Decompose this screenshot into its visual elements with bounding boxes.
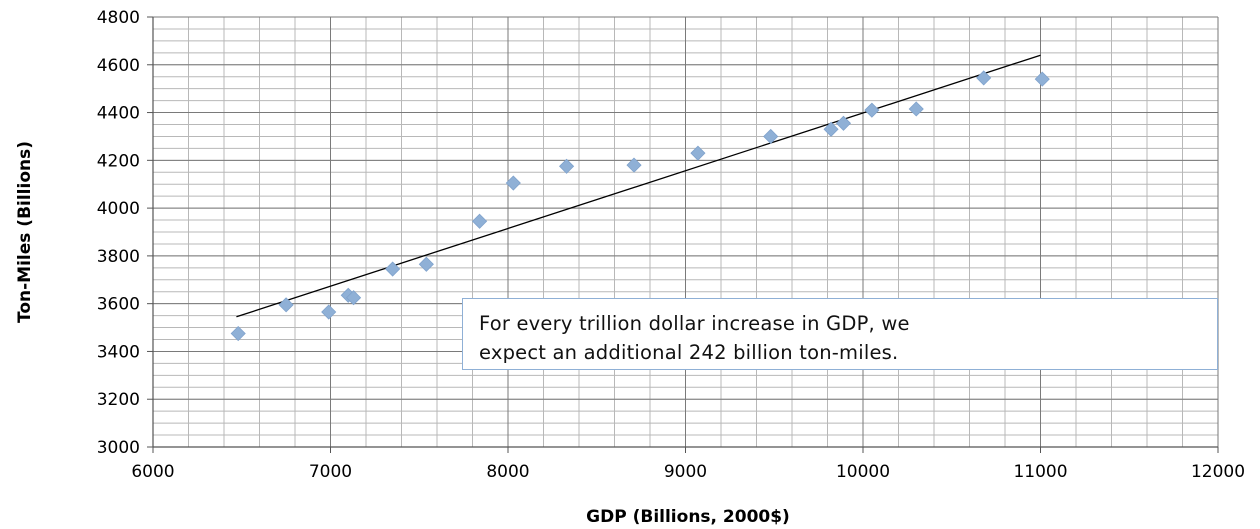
x-tick-label: 6000 — [131, 462, 174, 482]
data-point — [864, 102, 880, 118]
annotation-line-1: For every trillion dollar increase in GD… — [479, 312, 910, 335]
y-tick-label: 3200 — [97, 390, 140, 410]
y-axis-title: Ton-Miles (Billions) — [15, 141, 35, 323]
data-point — [690, 145, 706, 161]
x-tick-label: 12000 — [1191, 462, 1245, 482]
data-point — [626, 157, 642, 173]
y-tick-label: 3600 — [97, 295, 140, 315]
data-point — [385, 261, 401, 277]
x-tick-label: 9000 — [664, 462, 707, 482]
data-point — [418, 256, 434, 272]
axes — [147, 16, 1219, 453]
y-tick-label: 4200 — [97, 151, 140, 171]
data-points — [230, 70, 1050, 342]
x-axis-title: GDP (Billions, 2000$) — [586, 507, 790, 527]
annotation-box: For every trillion dollar increase in GD… — [462, 298, 1218, 370]
y-tick-label: 3400 — [97, 342, 140, 362]
data-point — [230, 325, 246, 342]
data-point — [278, 297, 294, 313]
x-tick-label: 7000 — [309, 462, 352, 482]
x-tick-label: 10000 — [836, 462, 890, 482]
x-tick-labels: 6000 7000 8000 9000 10000 11000 12000 — [131, 462, 1245, 482]
x-tick-label: 8000 — [486, 462, 529, 482]
y-tick-label: 4400 — [97, 104, 140, 124]
y-tick-label: 4600 — [97, 56, 140, 76]
x-tick-label: 11000 — [1013, 462, 1067, 482]
data-point — [472, 213, 488, 229]
data-point — [346, 290, 362, 306]
y-tick-label: 4000 — [97, 199, 140, 219]
data-point — [763, 128, 779, 145]
trendline-group — [236, 54, 1041, 318]
data-point — [1034, 71, 1050, 87]
annotation-line-2: expect an additional 242 billion ton-mil… — [479, 341, 899, 364]
data-point — [823, 121, 839, 137]
y-tick-label: 3800 — [97, 247, 140, 267]
data-point — [976, 70, 992, 86]
data-point — [908, 101, 924, 117]
y-tick-label: 3000 — [97, 438, 140, 458]
y-tick-labels: 3000 3200 3400 3600 3800 4000 4200 4400 4600 4800 — [97, 8, 140, 458]
y-tick-label: 4800 — [97, 8, 140, 28]
trendline — [236, 54, 1041, 318]
data-point — [559, 158, 575, 174]
data-point — [321, 304, 337, 320]
data-point — [505, 175, 521, 191]
data-point — [835, 115, 852, 131]
